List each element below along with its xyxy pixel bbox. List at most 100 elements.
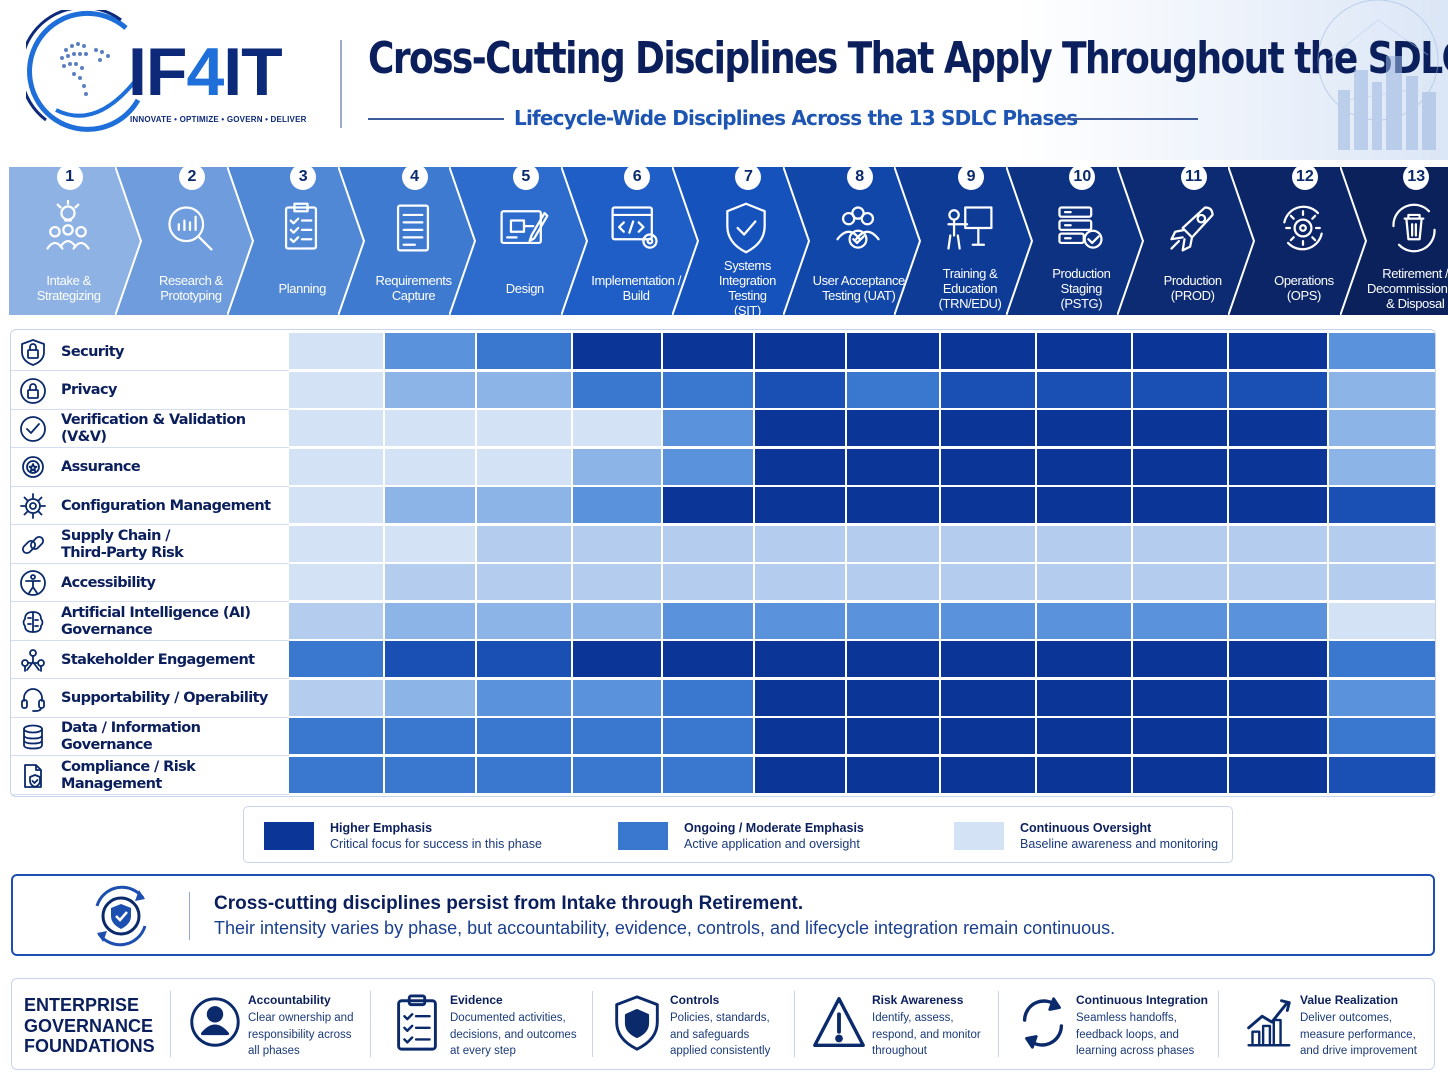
emphasis-cell	[1329, 718, 1435, 756]
growth-chart-icon	[1247, 999, 1291, 1047]
emphasis-cell	[663, 718, 755, 756]
phase-chevron	[1117, 166, 1259, 316]
phase-label: Research & Prototyping	[158, 273, 223, 303]
phase-9: 9 Training & Education (TRN/EDU)	[894, 164, 1036, 316]
foundation-divider	[794, 991, 795, 1057]
legend-desc: Active application and oversight	[684, 837, 860, 851]
emphasis-cell	[1229, 525, 1329, 564]
phase-7: 7 Systems Integration Testing (SIT)	[671, 164, 814, 318]
phase-number: 13	[1403, 164, 1430, 190]
emphasis-cell	[573, 410, 663, 448]
emphasis-cell	[1133, 564, 1229, 602]
foundation-title: Controls	[670, 993, 720, 1007]
phase-chevron	[894, 166, 1036, 316]
emphasis-cell	[1037, 333, 1133, 371]
doc-shield-icon	[24, 763, 42, 788]
emphasis-cell	[573, 718, 663, 756]
emphasis-cell	[573, 448, 663, 487]
emphasis-cell	[1329, 602, 1435, 641]
emphasis-cell	[1329, 525, 1435, 564]
clipboard-list-icon	[397, 994, 437, 1051]
trash-cycle-icon	[1392, 203, 1436, 253]
emphasis-cell	[289, 641, 385, 679]
foundation-desc: Clear ownership and responsibility acros…	[248, 1012, 354, 1057]
emphasis-cell	[385, 333, 477, 371]
phase-8: 8 User Acceptance Testing (UAT)	[783, 164, 925, 316]
discipline-name: Compliance / Risk Management	[61, 758, 196, 792]
emphasis-cell	[1329, 371, 1435, 410]
emphasis-cell	[385, 756, 477, 795]
legend-swatch-higher	[264, 822, 314, 850]
chain-link-icon	[21, 535, 45, 554]
emphasis-cell	[477, 371, 573, 410]
legend-item-oversight: Continuous Oversight Baseline awareness …	[954, 819, 1224, 853]
phase-number: 1	[56, 164, 83, 190]
emphasis-cell	[1037, 718, 1133, 756]
legend-title: Ongoing / Moderate Emphasis	[684, 821, 864, 835]
subtitle-row: Lifecycle-Wide Disciplines Across the 13…	[368, 104, 1198, 134]
emphasis-cell	[289, 333, 385, 371]
emphasis-cell	[1037, 525, 1133, 564]
phase-number: 12	[1291, 164, 1318, 190]
discipline-label: Security	[11, 333, 289, 371]
emphasis-cell	[289, 525, 385, 564]
phase-12: 12 Operations (OPS)	[1228, 164, 1370, 316]
globe-logo-icon	[26, 10, 141, 132]
code-gear-icon	[611, 206, 658, 249]
emphasis-cell	[755, 718, 847, 756]
emphasis-cell	[477, 448, 573, 487]
discipline-name: Supply Chain / Third-Party Risk	[61, 527, 184, 561]
emphasis-cell	[573, 602, 663, 641]
persist-banner: Cross-cutting disciplines persist from I…	[11, 874, 1435, 956]
emphasis-cell	[663, 602, 755, 641]
phase-number: 4	[401, 164, 428, 190]
discipline-name: Assurance	[61, 459, 141, 475]
discipline-name: Artificial Intelligence (AI) Governance	[61, 604, 251, 638]
foundation-desc: Deliver outcomes, measure performance, a…	[1300, 1012, 1417, 1057]
phase-label: Systems Integration Testing (SIT)	[718, 258, 776, 318]
foundation-title: Risk Awareness	[872, 993, 964, 1007]
foundation-item: Controls Policies, standards, and safegua…	[610, 989, 806, 1061]
discipline-row: Accessibility	[11, 564, 1435, 602]
header: IF4IT INNOVATE • OPTIMIZE • GOVERN • DEL…	[0, 0, 1448, 160]
emphasis-cell	[1329, 564, 1435, 602]
emphasis-cell	[847, 371, 941, 410]
emphasis-cell	[1133, 371, 1229, 410]
emphasis-cell	[941, 487, 1037, 525]
emphasis-cell	[847, 756, 941, 795]
emphasis-cell	[663, 756, 755, 795]
emphasis-cell	[289, 718, 385, 756]
emphasis-cell	[289, 679, 385, 718]
subtitle-rule-left	[368, 118, 504, 120]
emphasis-cell	[1329, 410, 1435, 448]
emphasis-cell	[663, 641, 755, 679]
emphasis-cell	[477, 679, 573, 718]
document-icon	[396, 204, 429, 252]
emphasis-cell	[941, 333, 1037, 371]
shield-icon	[615, 995, 659, 1051]
emphasis-cell	[1229, 564, 1329, 602]
legend: Higher Emphasis Critical focus for succe…	[243, 806, 1233, 863]
phase-label: Planning	[278, 280, 327, 296]
emphasis-cell	[385, 525, 477, 564]
discipline-label: Data / Information Governance	[11, 718, 289, 756]
emphasis-cell	[1329, 333, 1435, 371]
emphasis-cell	[1229, 602, 1329, 641]
person-icon	[190, 997, 240, 1047]
emphasis-cell	[1229, 371, 1329, 410]
emphasis-cell	[755, 333, 847, 371]
emphasis-cell	[1133, 487, 1229, 525]
phase-1: 1 Intake & Strategizing	[8, 164, 146, 316]
emphasis-cell	[385, 371, 477, 410]
phase-label: Production Staging (PSTG)	[1052, 265, 1111, 311]
phase-number: 7	[735, 164, 762, 190]
emphasis-cell	[1229, 679, 1329, 718]
emphasis-cell	[385, 679, 477, 718]
phase-chevron	[560, 166, 702, 316]
logo-tagline: INNOVATE • OPTIMIZE • GOVERN • DELIVER	[130, 115, 307, 124]
lock-shield-icon	[21, 339, 45, 366]
emphasis-cell	[289, 410, 385, 448]
legend-title: Higher Emphasis	[330, 821, 433, 835]
foundation-item: Evidence Documented activities, decisions…	[390, 989, 586, 1061]
discipline-row: Compliance / Risk Management	[11, 756, 1435, 795]
